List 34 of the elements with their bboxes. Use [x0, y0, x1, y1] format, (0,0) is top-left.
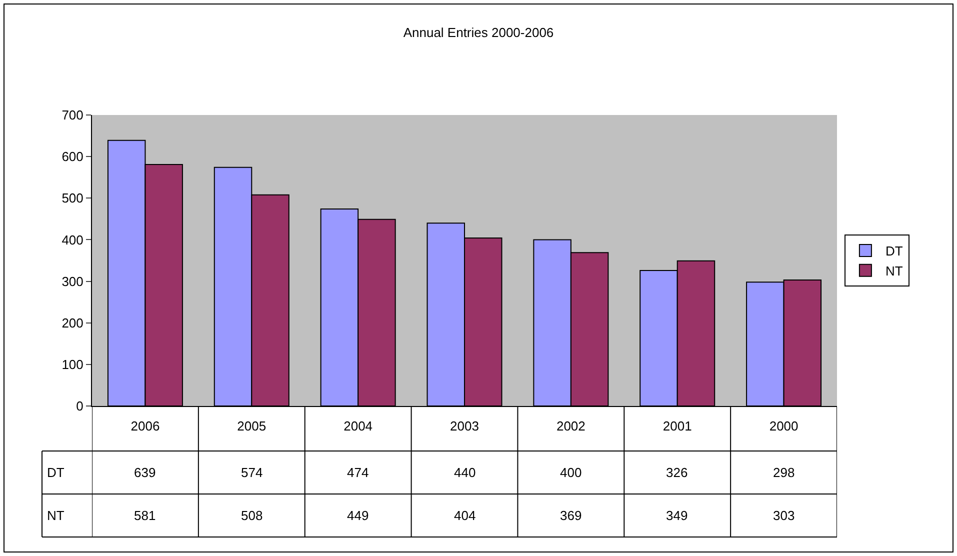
data-label: 404 [454, 508, 476, 523]
data-label: 581 [134, 508, 156, 523]
data-label: 303 [773, 508, 795, 523]
data-label: 474 [347, 465, 369, 480]
data-label: 298 [773, 465, 795, 480]
legend-label: NT [885, 263, 903, 278]
y-tick-label: 100 [62, 356, 84, 372]
x-tick-label: 2001 [662, 418, 692, 434]
data-label: 574 [241, 465, 263, 480]
data-label: 326 [666, 465, 688, 480]
y-tick-label: 600 [62, 149, 84, 164]
y-tick-label: 0 [76, 398, 84, 414]
legend-label: DT [885, 244, 903, 259]
y-tick-label: 700 [62, 108, 84, 123]
y-tick-label: 300 [62, 274, 84, 289]
data-label: 369 [560, 508, 582, 523]
x-tick-label: 2004 [344, 418, 373, 434]
x-tick-label: 2000 [769, 418, 798, 434]
x-tick-label: 2006 [130, 418, 160, 434]
data-label: 400 [560, 465, 582, 480]
data-label: 440 [454, 465, 476, 480]
data-label: 449 [347, 508, 369, 523]
text: NT [47, 508, 64, 523]
data-label: 508 [241, 508, 263, 523]
x-tick-label: 2005 [237, 418, 266, 434]
y-tick-label: 400 [62, 232, 84, 248]
y-tick-label: 200 [62, 315, 84, 330]
text: DT [47, 465, 64, 480]
data-label: 639 [134, 465, 156, 480]
x-tick-label: 2002 [556, 418, 586, 434]
y-tick-label: 500 [62, 190, 84, 206]
data-label: 349 [666, 508, 688, 523]
x-tick-label: 2003 [450, 418, 479, 434]
chart-title: Annual Entries 2000-2006 [403, 25, 554, 40]
